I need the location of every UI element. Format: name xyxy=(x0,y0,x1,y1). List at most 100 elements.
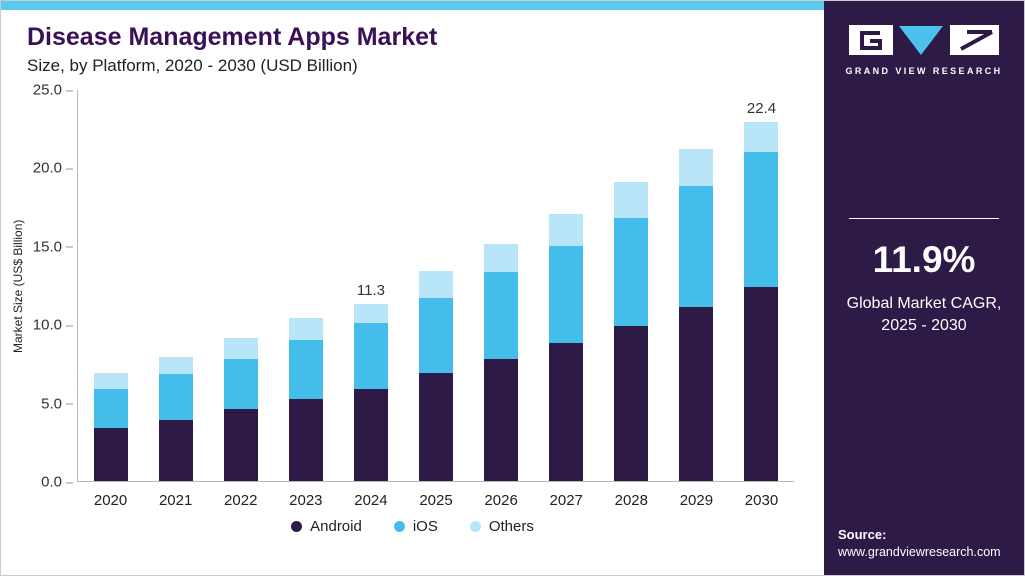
bar-column-2025: 2025 xyxy=(403,90,468,509)
chart-header: Disease Management Apps Market Size, by … xyxy=(1,10,824,76)
bar-column-2028: 2028 xyxy=(599,90,664,509)
bar-segment-ios-2021 xyxy=(158,374,193,420)
bar-segment-others-2024 xyxy=(353,303,388,323)
page-subtitle: Size, by Platform, 2020 - 2030 (USD Bill… xyxy=(27,56,358,75)
bar-column-2027: 2027 xyxy=(534,90,599,509)
bar-segment-ios-2025 xyxy=(419,297,454,373)
bar-segment-android-2029 xyxy=(679,306,714,481)
cagr-value: 11.9% xyxy=(872,239,976,280)
bar-column-2022: 2022 xyxy=(208,90,273,509)
bar-segment-ios-2028 xyxy=(614,217,649,326)
y-tick-label: 0.0 xyxy=(41,475,77,490)
sidebar-panel: GRAND VIEW RESEARCH 11.9% Global Market … xyxy=(824,1,1024,575)
bar-segment-ios-2020 xyxy=(93,388,128,428)
y-tick-label: 20.0 xyxy=(33,161,77,176)
bar-segment-others-2026 xyxy=(484,244,519,273)
grand-view-research-logo: GRAND VIEW RESEARCH xyxy=(824,1,1024,76)
bar-value-label: 11.3 xyxy=(356,281,385,299)
bar-stack xyxy=(288,317,323,481)
legend-dot-ios xyxy=(393,521,405,532)
x-tick-label: 2021 xyxy=(158,492,193,509)
bar-stack xyxy=(158,357,193,481)
y-axis-title: Market Size (US$ Billion) xyxy=(11,219,25,353)
x-tick-label: 2026 xyxy=(484,492,518,509)
y-tick-label: 25.0 xyxy=(33,83,77,98)
x-tick-label: 2022 xyxy=(224,492,258,509)
cagr-divider xyxy=(849,218,999,219)
x-tick-label: 2029 xyxy=(679,492,714,509)
bar-segment-others-2025 xyxy=(419,270,454,298)
bar-column-2021: 2021 xyxy=(143,90,208,509)
bar-segment-android-2023 xyxy=(288,399,323,481)
legend-label: iOS xyxy=(412,518,438,535)
bar-stack xyxy=(484,244,519,481)
bar-segment-ios-2026 xyxy=(484,272,519,359)
legend-item-others: Others xyxy=(469,518,534,535)
bar-stack xyxy=(679,148,714,481)
chart-section: Disease Management Apps Market Size, by … xyxy=(1,1,824,575)
bar-stack xyxy=(93,372,128,481)
bar-stack xyxy=(223,338,258,481)
y-tick-label: 5.0 xyxy=(41,396,77,411)
y-tick-label: 15.0 xyxy=(33,239,77,254)
bar-segment-ios-2023 xyxy=(288,339,323,400)
logo-icon xyxy=(849,25,999,55)
source-label: Source: xyxy=(838,527,887,542)
bar-stack xyxy=(353,303,388,481)
bar-segment-others-2020 xyxy=(93,372,128,389)
bar-segment-ios-2024 xyxy=(353,322,388,389)
bar-segment-others-2028 xyxy=(614,181,649,218)
cagr-label-line2: 2025 - 2030 xyxy=(881,317,967,335)
bar-segment-others-2022 xyxy=(223,338,258,359)
bar-segment-ios-2027 xyxy=(549,245,584,344)
bar-segment-ios-2029 xyxy=(679,186,714,307)
logo-text: GRAND VIEW RESEARCH xyxy=(845,66,1003,76)
x-tick-label: 2020 xyxy=(93,492,128,509)
bar-stack xyxy=(744,121,779,481)
plot-area: 2020 2021 2022 2023 11.3 2024 2025 2026 2027 2028… xyxy=(77,90,794,509)
bar-value-label: 22.4 xyxy=(746,99,777,117)
legend-item-ios: iOS xyxy=(393,518,438,535)
x-tick-label: 2024 xyxy=(354,492,388,509)
x-tick-label: 2023 xyxy=(289,492,323,509)
bar-segment-android-2020 xyxy=(93,427,128,481)
top-accent-bar xyxy=(1,1,824,10)
y-axis: 0.0 5.0 10.0 15.0 20.0 25.0 xyxy=(27,83,77,490)
bar-segment-android-2021 xyxy=(158,419,193,481)
source-url: www.grandviewresearch.com xyxy=(838,545,1001,559)
bar-segment-android-2024 xyxy=(353,388,388,481)
legend-dot-android xyxy=(291,521,303,532)
bar-column-2026: 2026 xyxy=(469,90,534,509)
bar-segment-others-2029 xyxy=(679,148,714,187)
page-title: Disease Management Apps Market xyxy=(27,23,438,51)
bar-column-2020: 2020 xyxy=(78,90,143,509)
bar-segment-android-2025 xyxy=(419,372,454,481)
bar-stack xyxy=(614,181,649,481)
bar-segment-ios-2030 xyxy=(744,151,779,287)
bar-segment-others-2021 xyxy=(158,357,193,375)
bar-stack xyxy=(549,214,584,481)
x-tick-label: 2027 xyxy=(549,492,583,509)
cagr-label-line1: Global Market CAGR, xyxy=(846,295,1002,312)
x-tick-label: 2025 xyxy=(419,492,453,509)
bar-segment-android-2026 xyxy=(484,358,519,481)
bar-segment-others-2023 xyxy=(288,317,323,340)
x-tick-label: 2030 xyxy=(744,492,779,509)
bar-segment-android-2022 xyxy=(223,408,258,481)
cagr-block: 11.9% Global Market CAGR, 2025 - 2030 xyxy=(824,218,1024,338)
chart-legend: Android iOS Others xyxy=(1,518,824,535)
bar-column-2029: 2029 xyxy=(664,90,729,509)
y-tick-label: 10.0 xyxy=(33,318,77,333)
bar-segment-others-2027 xyxy=(549,214,584,246)
bar-segment-android-2028 xyxy=(614,325,649,481)
legend-dot-others xyxy=(469,521,481,532)
bar-column-2024: 11.3 2024 xyxy=(338,90,403,509)
source-block: Source: www.grandviewresearch.com xyxy=(824,515,1024,575)
x-tick-label: 2028 xyxy=(614,492,648,509)
legend-label: Others xyxy=(488,518,534,535)
cagr-label: Global Market CAGR, 2025 - 2030 xyxy=(838,293,1010,338)
bar-column-2030: 22.4 2030 xyxy=(729,90,794,509)
bar-stack xyxy=(419,270,454,481)
bar-segment-ios-2022 xyxy=(223,358,258,409)
